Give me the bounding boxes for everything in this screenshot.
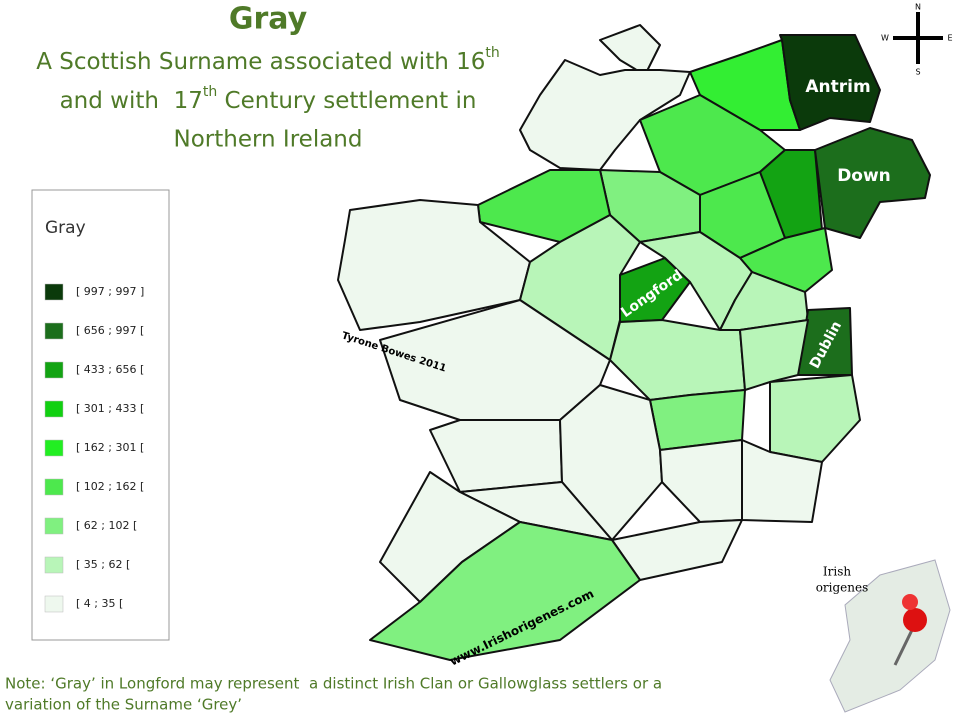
legend-label: [ 62 ; 102 [ [76, 519, 137, 532]
legend-title: Gray [45, 218, 86, 238]
legend-label: [ 35 ; 62 [ [76, 558, 130, 571]
legend-swatch [44, 322, 64, 340]
county [739, 319, 809, 391]
legend-swatch [44, 517, 64, 535]
compass: N W E S [881, 3, 952, 77]
logo-text: origenes [816, 581, 869, 595]
legend: Gray [ 997 ; 997 ] [ 656 ; 997 [ [ 433 ; 6… [31, 189, 170, 641]
subtitle-line: Northern Ireland [174, 127, 363, 153]
county [814, 127, 931, 239]
subtitle-text: A Scottish Surname associated with 16 [36, 49, 485, 75]
pin-head [903, 608, 927, 632]
pin-needle [893, 629, 914, 666]
subtitle-line: and with 17th Century settlement in [60, 84, 477, 114]
legend-label: [ 102 ; 162 [ [76, 480, 144, 493]
compass-letter: S [915, 68, 920, 77]
title: Gray [229, 2, 308, 37]
legend-label: [ 301 ; 433 [ [76, 402, 144, 415]
county [659, 439, 743, 523]
compass-letter: N [915, 3, 921, 12]
county [779, 34, 881, 131]
legend-swatch [44, 595, 64, 613]
legend-label: [ 997 ; 997 ] [76, 285, 144, 298]
legend-swatch [44, 439, 64, 457]
county [519, 59, 691, 171]
legend-swatch [44, 400, 64, 418]
compass-letter: W [881, 34, 889, 43]
county [741, 439, 823, 523]
legend-label: [ 433 ; 656 [ [76, 363, 144, 376]
legend-label: [ 656 ; 997 [ [76, 324, 144, 337]
subtitle-text: and with 17 [60, 88, 203, 114]
pin-head [902, 594, 918, 610]
legend-swatch [44, 283, 64, 301]
county-label: Antrim [805, 77, 870, 97]
county [599, 24, 661, 76]
county [369, 521, 641, 661]
legend-swatch [44, 361, 64, 379]
note-line: Note: ‘Gray’ in Longford may represent a… [5, 675, 662, 693]
note-line: variation of the Surname ‘Grey’ [5, 696, 242, 714]
logo-map [829, 559, 951, 713]
subtitle-text: Century settlement in [217, 88, 476, 114]
superscript: th [485, 45, 499, 61]
compass-letter: E [947, 34, 952, 43]
subtitle-line: A Scottish Surname associated with 16th [36, 45, 500, 75]
legend-swatch [44, 556, 64, 574]
county-map [337, 24, 931, 661]
superscript: th [203, 84, 217, 100]
county [769, 374, 861, 463]
legend-label: [ 4 ; 35 [ [76, 597, 123, 610]
county-label: Down [837, 166, 891, 186]
logo: Irish origenes [815, 548, 960, 720]
logo-text: Irish [823, 565, 851, 579]
county [609, 319, 746, 401]
county [429, 419, 563, 493]
county [619, 257, 691, 323]
legend-label: [ 162 ; 301 [ [76, 441, 144, 454]
legend-swatch [44, 478, 64, 496]
